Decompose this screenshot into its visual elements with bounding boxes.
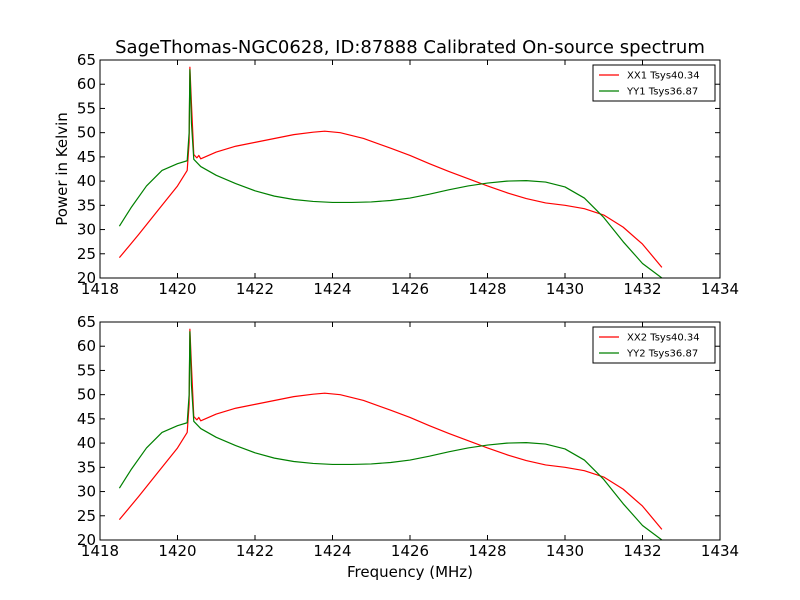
y-tick-label: 55 bbox=[77, 361, 96, 379]
x-tick-label: 1420 bbox=[158, 542, 196, 560]
y-tick-label: 30 bbox=[77, 483, 96, 501]
x-tick-label: 1428 bbox=[468, 542, 506, 560]
x-tick-label: 1434 bbox=[701, 542, 739, 560]
x-tick-label: 1430 bbox=[546, 280, 584, 298]
y-tick-label: 65 bbox=[77, 313, 96, 331]
x-tick-label: 1418 bbox=[81, 542, 119, 560]
x-tick-label: 1424 bbox=[313, 280, 351, 298]
x-tick-label: 1428 bbox=[468, 280, 506, 298]
legend-label: XX1 Tsys40.34 bbox=[627, 71, 700, 82]
top-panel: 1418 1420 1422 1424 1426 1428 1430 1432 1434 20 25… bbox=[77, 51, 739, 298]
y-axis-label: Power in Kelvin bbox=[53, 112, 71, 226]
y-tick-label: 40 bbox=[77, 172, 96, 190]
chart-title: SageThomas-NGC0628, ID:87888 Calibrated … bbox=[115, 37, 705, 58]
x-tick-label: 1422 bbox=[236, 280, 274, 298]
x-tick-label: 1432 bbox=[623, 542, 661, 560]
legend-box bbox=[592, 326, 716, 364]
legend-label: XX2 Tsys40.34 bbox=[627, 333, 700, 344]
x-tick-label: 1426 bbox=[391, 542, 429, 560]
x-tick-label: 1424 bbox=[313, 542, 351, 560]
legend: XX2 Tsys40.34 YY2 Tsys36.87 bbox=[592, 326, 716, 364]
y-tick-label: 50 bbox=[77, 386, 96, 404]
x-tick-label: 1422 bbox=[236, 542, 274, 560]
legend-box bbox=[592, 64, 716, 102]
x-tick-label: 1426 bbox=[391, 280, 429, 298]
x-tick-label: 1418 bbox=[81, 280, 119, 298]
y-tick-label: 60 bbox=[77, 75, 96, 93]
y-tick-label: 35 bbox=[77, 458, 96, 476]
y-tick-label: 40 bbox=[77, 434, 96, 452]
y-tick-label: 25 bbox=[77, 245, 96, 263]
y-tick-label: 60 bbox=[77, 337, 96, 355]
y-tick-label: 45 bbox=[77, 148, 96, 166]
y-tick-label: 20 bbox=[77, 269, 96, 287]
legend-label: YY2 Tsys36.87 bbox=[626, 349, 698, 360]
legend: XX1 Tsys40.34 YY1 Tsys36.87 bbox=[592, 64, 716, 102]
y-tick-label: 50 bbox=[77, 124, 96, 142]
y-tick-label: 25 bbox=[77, 507, 96, 525]
legend-label: YY1 Tsys36.87 bbox=[626, 87, 698, 98]
series-line-xx2 bbox=[118, 328, 663, 530]
series-line-yy2 bbox=[118, 331, 663, 540]
x-tick-label: 1432 bbox=[623, 280, 661, 298]
series-line-yy1 bbox=[118, 69, 663, 278]
y-tick-label: 20 bbox=[77, 531, 96, 549]
bottom-panel: 1418 1420 1422 1424 1426 1428 1430 1432 1434 20 25… bbox=[77, 313, 739, 560]
x-tick-label: 1434 bbox=[701, 280, 739, 298]
y-tick-label: 55 bbox=[77, 99, 96, 117]
y-tick-label: 30 bbox=[77, 221, 96, 239]
y-tick-label: 35 bbox=[77, 196, 96, 214]
series-line-xx1 bbox=[118, 66, 663, 268]
x-tick-label: 1430 bbox=[546, 542, 584, 560]
y-tick-label: 65 bbox=[77, 51, 96, 69]
x-tick-label: 1420 bbox=[158, 280, 196, 298]
y-tick-label: 45 bbox=[77, 410, 96, 428]
x-axis-label: Frequency (MHz) bbox=[347, 563, 473, 581]
